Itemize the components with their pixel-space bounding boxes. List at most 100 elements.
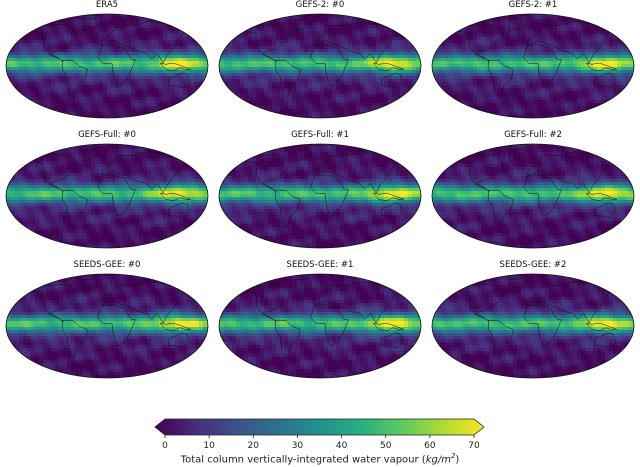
coastline [167, 332, 191, 349]
coastline [487, 319, 514, 359]
coastline [61, 189, 88, 229]
coastline [372, 62, 405, 71]
coastline [28, 154, 79, 192]
panel-title: GEFS-Full: #1 [291, 130, 349, 140]
colorbar: 0 10 20 30 40 50 60 70 Total column vertically-… [0, 418, 640, 467]
coastline [28, 284, 79, 322]
map-panel-gefs-2-1: GEFS-2: #1 [429, 0, 637, 122]
coastline [97, 304, 136, 347]
coastline [454, 154, 505, 192]
coastlines [241, 148, 405, 229]
colorbar-tick-label: 50 [380, 441, 392, 451]
globe-map [431, 273, 635, 379]
coastline [508, 278, 525, 292]
coastline [28, 24, 79, 62]
coastline [97, 44, 136, 87]
coastline [454, 24, 505, 62]
panel-title: SEEDS-GEE: #2 [499, 260, 567, 270]
coastline [593, 202, 617, 219]
globe-outline [5, 273, 209, 379]
panel-title: SEEDS-GEE: #1 [286, 260, 354, 270]
globe-map [431, 143, 635, 249]
colorbar-label: Total column vertically-integrated water… [180, 452, 460, 466]
coastline [295, 148, 312, 162]
coastline [487, 59, 514, 99]
coastline [241, 284, 292, 322]
map-panel-gefs-full-1: GEFS-Full: #1 [216, 130, 424, 252]
colorbar-tick-label: 40 [336, 441, 348, 451]
coastline [101, 151, 184, 194]
water-vapour-field [6, 274, 208, 378]
globe-outline [5, 13, 209, 119]
coastline [380, 202, 404, 219]
map-panel-seeds-gee-1: SEEDS-GEE: #1 [216, 260, 424, 382]
coastline [295, 278, 312, 292]
globe-map [5, 143, 209, 249]
map-panel-gefs-full-2: GEFS-Full: #2 [429, 130, 637, 252]
coastlines [454, 278, 618, 359]
coastline [372, 322, 405, 331]
coastline [380, 72, 404, 89]
panel-title: ERA5 [95, 0, 119, 10]
globe-outline [218, 13, 422, 119]
coastline [585, 192, 618, 201]
coastlines [454, 18, 618, 99]
coastline [101, 21, 184, 64]
water-vapour-field [6, 14, 208, 118]
coastline [241, 24, 292, 62]
coastline [372, 192, 405, 201]
coastline [508, 18, 525, 32]
water-vapour-field [219, 144, 421, 248]
coastline [159, 322, 192, 331]
coastlines [28, 18, 192, 99]
coastline [527, 281, 610, 324]
coastline [82, 18, 99, 32]
globe-outline [218, 143, 422, 249]
coastline [167, 72, 191, 89]
map-panel-gefs-2-0: GEFS-2: #0 [216, 0, 424, 122]
panel-title: GEFS-Full: #0 [78, 130, 136, 140]
globe-map [218, 13, 422, 119]
panel-title: GEFS-2: #0 [295, 0, 345, 10]
coastline [593, 332, 617, 349]
globe-outline [431, 143, 635, 249]
colorbar-tick-label: 70 [468, 441, 480, 451]
panel-title: GEFS-2: #1 [508, 0, 558, 10]
globe-map [5, 13, 209, 119]
globe-outline [5, 143, 209, 249]
colorbar-tick-label: 0 [162, 441, 168, 451]
coastlines [28, 148, 192, 229]
coastline [310, 44, 349, 87]
coastline [97, 174, 136, 217]
map-panel-era5: ERA5 [3, 0, 211, 122]
coastline [310, 304, 349, 347]
globe-map [218, 143, 422, 249]
coastline [593, 72, 617, 89]
coastline [82, 278, 99, 292]
water-vapour-field [219, 274, 421, 378]
map-panel-gefs-full-0: GEFS-Full: #0 [3, 130, 211, 252]
globe-map [218, 273, 422, 379]
water-vapour-field [432, 274, 634, 378]
map-panel-seeds-gee-2: SEEDS-GEE: #2 [429, 260, 637, 382]
coastline [159, 192, 192, 201]
coastline [61, 319, 88, 359]
coastline [274, 59, 301, 99]
coastline [274, 189, 301, 229]
coastline [61, 59, 88, 99]
coastlines [241, 18, 405, 99]
coastlines [28, 278, 192, 359]
coastline [241, 154, 292, 192]
coastline [523, 44, 562, 87]
coastline [585, 322, 618, 331]
coastline [380, 332, 404, 349]
coastline [167, 202, 191, 219]
water-vapour-field [432, 144, 634, 248]
coastline [523, 304, 562, 347]
panel-title: GEFS-Full: #2 [504, 130, 562, 140]
panel-title: SEEDS-GEE: #0 [73, 260, 141, 270]
coastline [101, 281, 184, 324]
coastline [314, 151, 397, 194]
coastline [82, 148, 99, 162]
coastline [310, 174, 349, 217]
